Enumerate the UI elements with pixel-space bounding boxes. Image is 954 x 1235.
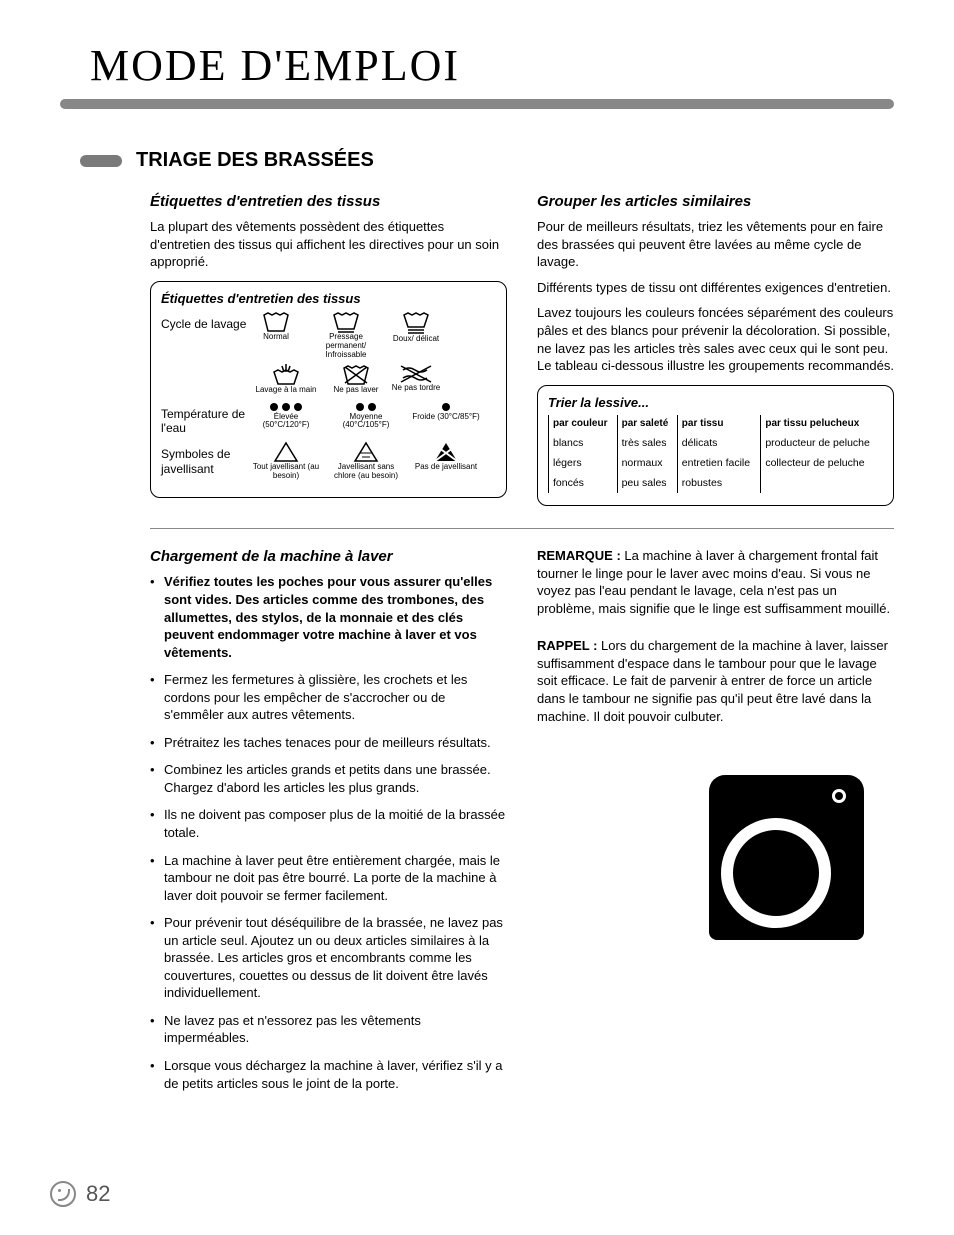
table-row: foncés peu sales robustes <box>549 473 884 493</box>
care-row-label-temp: Température de l'eau <box>161 401 251 436</box>
washer-knob-icon <box>832 789 846 803</box>
wash-permpress-icon: Pressage permanent/ Infroissable <box>311 311 381 359</box>
list-item: Ne lavez pas et n'essorez pas les vêteme… <box>150 1012 507 1047</box>
group-para-1: Pour de meilleurs résultats, triez les v… <box>537 218 894 271</box>
temp-warm-icon: Moyenne (40°C/105°F) <box>331 401 401 431</box>
group-para-2: Différents types de tissu ont différente… <box>537 279 894 297</box>
temp-cold-icon: Froide (30°C/85°F) <box>411 401 481 431</box>
care-row-wash: Cycle de lavage Normal Pressage permanen… <box>161 311 496 359</box>
sort-laundry-box: Trier la lessive... par couleur par sale… <box>537 385 894 507</box>
bleach-nonchlor-icon: Javellisant sans chlore (au besoin) <box>331 441 401 481</box>
care-row-bleach: Symboles de javellisant Tout javellisant… <box>161 441 496 481</box>
care-row-label-bleach: Symboles de javellisant <box>161 441 251 476</box>
page-footer: 82 <box>50 1181 110 1207</box>
list-item: Combinez les articles grands et petits d… <box>150 761 507 796</box>
page-number: 82 <box>86 1181 110 1207</box>
list-item: Ils ne doivent pas composer plus de la m… <box>150 806 507 841</box>
sort-box-title: Trier la lessive... <box>548 394 883 412</box>
sort-th-lint: par tissu pelucheux <box>761 415 883 433</box>
temp-hot-icon: Élevée (50°C/120°F) <box>251 401 321 431</box>
heading-loading: Chargement de la machine à laver <box>150 547 507 567</box>
loading-bullets: Vérifiez toutes les poches pour vous ass… <box>150 573 507 1092</box>
heading-group: Grouper les articles similaires <box>537 192 894 212</box>
list-item: Fermez les fermetures à glissière, les c… <box>150 671 507 724</box>
section-header: TRIAGE DES BRASSÉES <box>80 149 894 172</box>
col-left-top: Étiquettes d'entretien des tissus La plu… <box>150 192 507 506</box>
list-item: Prétraitez les taches tenaces pour de me… <box>150 734 507 752</box>
wash-delicate-icon: Doux/ délicat <box>391 311 441 359</box>
sort-th-soil: par saleté <box>617 415 677 433</box>
heading-labels: Étiquettes d'entretien des tissus <box>150 192 507 212</box>
table-row: blancs très sales délicats producteur de… <box>549 433 884 453</box>
wash-no-icon: Ne pas laver <box>331 364 381 395</box>
group-para-3: Lavez toujours les couleurs foncées sépa… <box>537 304 894 374</box>
sort-table: par couleur par saleté par tissu par tis… <box>548 415 883 493</box>
washer-illustration <box>709 775 864 940</box>
bleach-no-icon: Pas de javellisant <box>411 441 481 481</box>
col-right-bottom: REMARQUE : La machine à laver à chargeme… <box>537 547 894 1102</box>
table-row: légers normaux entretien facile collecte… <box>549 453 884 473</box>
sort-th-fabric: par tissu <box>677 415 761 433</box>
bleach-any-icon: Tout javellisant (au besoin) <box>251 441 321 481</box>
remarque-label: REMARQUE : <box>537 548 621 563</box>
washer-door-icon <box>721 818 831 928</box>
title-underline <box>60 99 894 109</box>
divider <box>150 528 894 529</box>
col-right-top: Grouper les articles similaires Pour de … <box>537 192 894 506</box>
list-item: Lorsque vous déchargez la machine à lave… <box>150 1057 507 1092</box>
rappel-label: RAPPEL : <box>537 638 597 653</box>
section-title: TRIAGE DES BRASSÉES <box>136 149 374 172</box>
list-item: Vérifiez toutes les poches pour vous ass… <box>150 573 507 661</box>
col-left-bottom: Chargement de la machine à laver Vérifie… <box>150 547 507 1102</box>
note-rappel: RAPPEL : Lors du chargement de la machin… <box>537 637 894 725</box>
list-item: La machine à laver peut être entièrement… <box>150 852 507 905</box>
wash-hand-icon: Lavage à la main <box>251 364 321 395</box>
care-row-temp: Température de l'eau Élevée (50°C/120°F)… <box>161 401 496 436</box>
sort-th-color: par couleur <box>549 415 618 433</box>
page-title: MODE D'EMPLOI <box>90 40 894 91</box>
wash-nowring-icon: Ne pas tordre <box>391 364 441 395</box>
care-box-title: Étiquettes d'entretien des tissus <box>161 290 496 308</box>
para-labels: La plupart des vêtements possèdent des é… <box>150 218 507 271</box>
bullet-bar-icon <box>80 155 122 167</box>
wash-normal-icon: Normal <box>251 311 301 359</box>
list-item: Pour prévenir tout déséquilibre de la br… <box>150 914 507 1002</box>
lg-logo-icon <box>50 1181 76 1207</box>
care-row-label: Cycle de lavage <box>161 311 251 331</box>
note-remarque: REMARQUE : La machine à laver à chargeme… <box>537 547 894 617</box>
care-labels-box: Étiquettes d'entretien des tissus Cycle … <box>150 281 507 498</box>
